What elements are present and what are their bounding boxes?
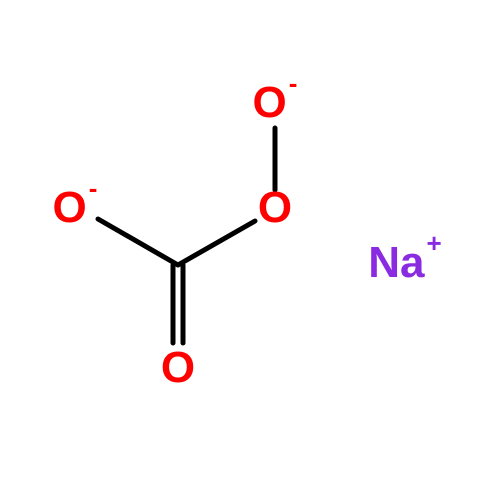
atom-na: Na+ — [368, 228, 441, 287]
atom-o3: O — [258, 183, 292, 232]
bonds-layer — [98, 128, 275, 343]
atom-o1: O — [161, 343, 195, 392]
atom-o4: O- — [253, 68, 298, 127]
atoms-layer: O O- O O- Na+ — [53, 68, 442, 392]
atom-o2: O- — [53, 173, 98, 232]
molecule-diagram: O O- O O- Na+ — [0, 0, 500, 500]
